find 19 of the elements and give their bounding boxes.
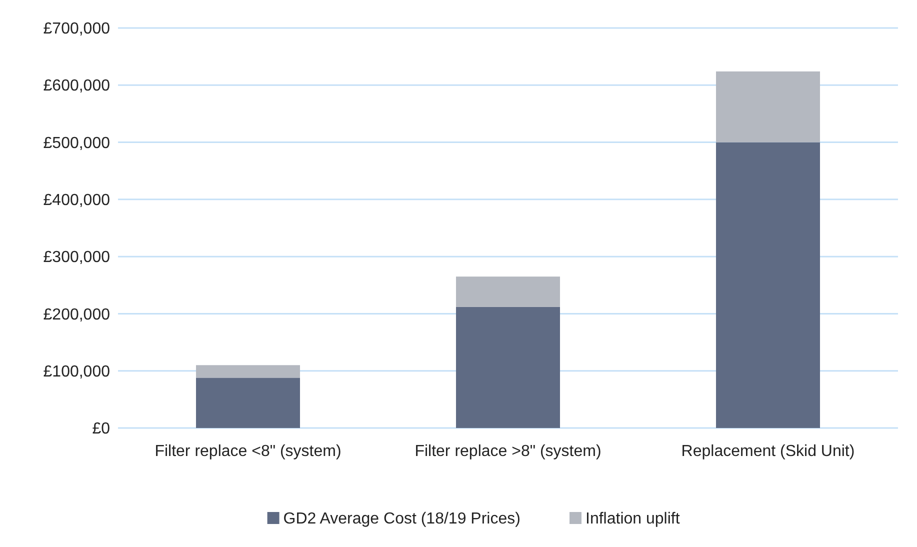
y-tick-label: £0 (92, 420, 110, 438)
x-tick-label: Filter replace <8" (system) (154, 443, 342, 460)
legend-label: GD2 Average Cost (18/19 Prices) (283, 510, 520, 528)
legend-label: Inflation uplift (586, 510, 680, 528)
x-tick-label: Filter replace >8" (system) (414, 443, 602, 460)
bar (196, 365, 300, 378)
y-tick-label: £400,000 (43, 192, 110, 210)
bar (716, 71, 820, 142)
y-tick-label: £100,000 (43, 363, 110, 380)
y-tick-label: £300,000 (43, 249, 110, 266)
y-tick-label: £200,000 (43, 306, 110, 324)
bar (456, 306, 560, 428)
y-tick-label: £700,000 (43, 20, 110, 38)
x-tick-label: Replacement (Skid Unit) (681, 443, 855, 460)
bar (716, 142, 820, 428)
y-tick-label: £600,000 (43, 78, 110, 95)
bar (196, 378, 300, 428)
bar (456, 276, 560, 307)
y-tick-label: £500,000 (43, 134, 110, 152)
